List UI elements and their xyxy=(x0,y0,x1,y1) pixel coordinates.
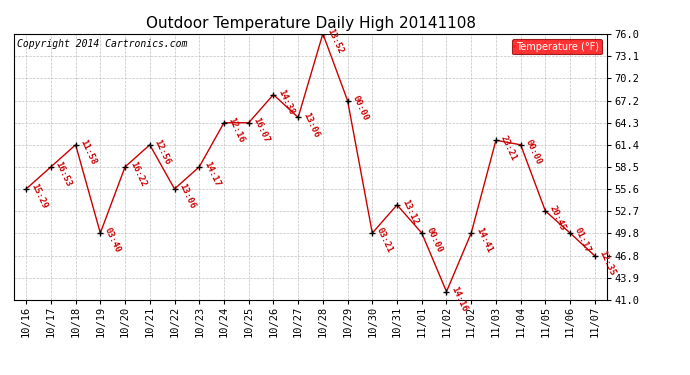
Text: 12:56: 12:56 xyxy=(152,138,172,166)
Text: Copyright 2014 Cartronics.com: Copyright 2014 Cartronics.com xyxy=(17,39,187,49)
Text: 00:00: 00:00 xyxy=(351,94,370,122)
Text: 01:17: 01:17 xyxy=(573,226,593,255)
Text: 12:16: 12:16 xyxy=(227,116,246,144)
Text: 11:58: 11:58 xyxy=(79,138,98,166)
Text: 14:17: 14:17 xyxy=(202,160,221,189)
Text: 12:35: 12:35 xyxy=(598,249,617,278)
Text: 00:00: 00:00 xyxy=(424,226,444,255)
Text: 16:22: 16:22 xyxy=(128,160,148,189)
Text: 13:52: 13:52 xyxy=(326,27,345,56)
Legend: Temperature (°F): Temperature (°F) xyxy=(511,39,602,54)
Text: 23:21: 23:21 xyxy=(499,134,518,162)
Text: 03:21: 03:21 xyxy=(375,226,395,255)
Title: Outdoor Temperature Daily High 20141108: Outdoor Temperature Daily High 20141108 xyxy=(146,16,475,31)
Text: 16:07: 16:07 xyxy=(251,116,271,144)
Text: 00:00: 00:00 xyxy=(524,138,543,166)
Text: 16:53: 16:53 xyxy=(54,160,73,189)
Text: 14:38: 14:38 xyxy=(276,88,296,116)
Text: 14:16: 14:16 xyxy=(449,285,469,313)
Text: 13:06: 13:06 xyxy=(177,182,197,210)
Text: 13:12: 13:12 xyxy=(400,198,420,226)
Text: 03:40: 03:40 xyxy=(103,226,123,255)
Text: 13:06: 13:06 xyxy=(301,111,320,139)
Text: 20:45: 20:45 xyxy=(548,204,568,232)
Text: 15:29: 15:29 xyxy=(29,182,48,210)
Text: 14:41: 14:41 xyxy=(474,226,493,255)
